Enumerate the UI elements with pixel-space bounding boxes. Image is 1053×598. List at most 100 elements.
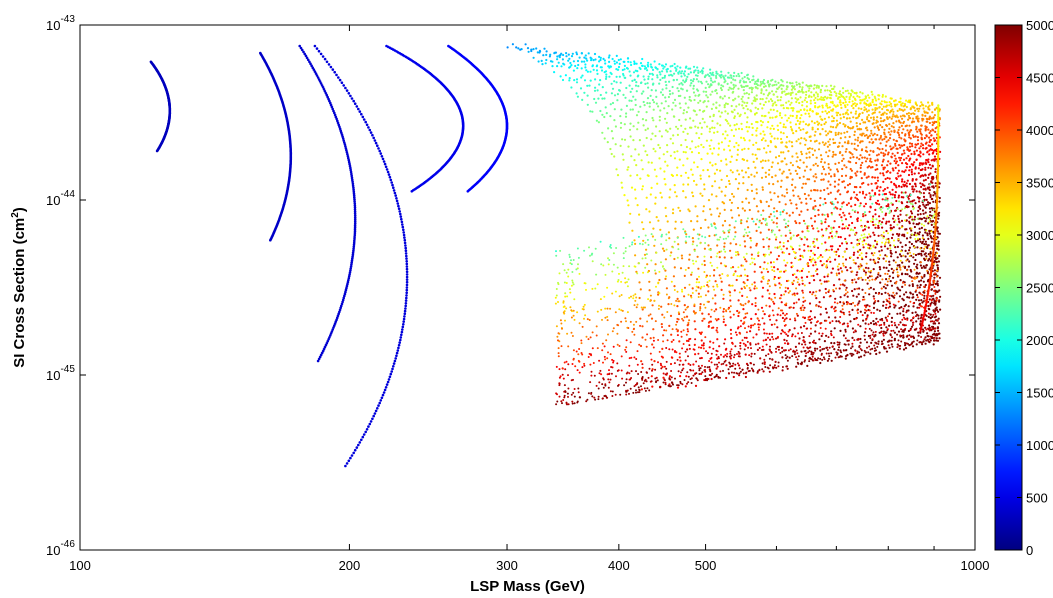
data-point xyxy=(887,269,890,272)
data-point xyxy=(742,176,745,179)
data-point xyxy=(562,53,565,57)
data-point xyxy=(353,227,357,231)
data-point xyxy=(837,131,840,134)
data-point xyxy=(792,306,795,309)
data-point xyxy=(589,110,592,113)
data-point xyxy=(353,204,357,207)
data-point xyxy=(771,99,774,103)
data-point xyxy=(743,101,746,104)
data-point xyxy=(646,97,650,100)
data-point xyxy=(404,304,408,308)
data-point xyxy=(783,209,785,212)
data-point xyxy=(820,178,823,181)
data-point xyxy=(890,130,893,133)
data-point xyxy=(575,78,579,81)
arc-series-1 xyxy=(149,60,172,153)
data-point xyxy=(833,174,836,178)
data-point xyxy=(913,153,916,156)
data-point xyxy=(736,275,739,277)
data-point xyxy=(517,47,520,50)
data-point xyxy=(652,147,655,150)
data-point xyxy=(836,207,839,210)
data-point xyxy=(926,118,929,121)
data-point xyxy=(649,337,652,340)
data-point xyxy=(915,190,918,193)
data-point xyxy=(776,326,779,329)
data-point xyxy=(875,99,878,102)
data-point xyxy=(826,359,830,362)
data-point xyxy=(720,280,723,283)
data-point xyxy=(885,220,888,223)
data-point xyxy=(918,252,921,255)
data-point xyxy=(753,281,756,284)
data-point xyxy=(715,72,718,75)
data-point xyxy=(927,106,930,109)
data-point xyxy=(736,309,739,313)
data-point xyxy=(746,278,749,282)
data-point xyxy=(814,214,817,218)
data-point xyxy=(859,101,862,104)
data-point xyxy=(598,60,601,63)
data-point xyxy=(938,232,942,235)
data-point xyxy=(865,134,868,137)
data-point xyxy=(795,116,798,119)
data-point xyxy=(627,166,630,169)
data-point xyxy=(527,50,530,53)
data-point xyxy=(576,59,580,63)
data-point xyxy=(913,161,916,164)
data-point xyxy=(893,339,896,342)
data-point xyxy=(902,114,906,117)
data-point xyxy=(353,200,356,203)
data-point xyxy=(762,137,765,140)
data-point xyxy=(537,60,540,63)
data-point xyxy=(842,211,845,214)
data-point xyxy=(755,129,758,132)
data-point xyxy=(824,287,827,291)
data-point xyxy=(388,375,392,379)
data-point xyxy=(823,143,826,146)
data-point xyxy=(595,119,599,122)
data-point xyxy=(571,52,574,55)
data-point xyxy=(936,326,940,329)
data-point xyxy=(712,113,715,116)
data-point xyxy=(882,158,885,161)
data-point xyxy=(322,347,326,351)
data-point xyxy=(578,56,581,59)
data-point xyxy=(861,192,865,195)
data-point xyxy=(874,107,877,110)
data-point xyxy=(755,244,758,247)
data-point xyxy=(642,239,645,242)
data-point xyxy=(814,162,817,165)
data-point xyxy=(611,101,615,105)
data-point xyxy=(600,69,604,72)
data-point xyxy=(392,189,396,192)
data-point xyxy=(757,254,760,257)
data-point xyxy=(839,208,842,211)
data-point xyxy=(769,140,772,143)
data-point xyxy=(817,213,820,216)
data-point xyxy=(882,285,886,288)
data-point xyxy=(742,182,745,185)
data-point xyxy=(888,116,891,119)
data-point xyxy=(847,140,850,143)
data-point xyxy=(911,117,915,120)
data-point xyxy=(798,122,801,125)
data-point xyxy=(869,235,872,238)
data-point xyxy=(935,339,938,342)
data-point xyxy=(735,141,738,145)
data-point xyxy=(352,192,356,195)
data-point xyxy=(896,264,899,267)
data-point xyxy=(722,85,725,88)
data-point xyxy=(829,260,832,263)
data-point xyxy=(880,164,884,167)
data-point xyxy=(876,176,879,179)
data-point xyxy=(661,88,664,91)
data-point xyxy=(687,183,690,186)
data-point xyxy=(826,275,829,278)
data-point xyxy=(725,163,728,166)
data-point xyxy=(691,237,695,240)
data-point xyxy=(761,159,765,162)
data-point xyxy=(773,292,776,296)
data-point xyxy=(659,167,662,170)
data-point xyxy=(707,244,710,247)
